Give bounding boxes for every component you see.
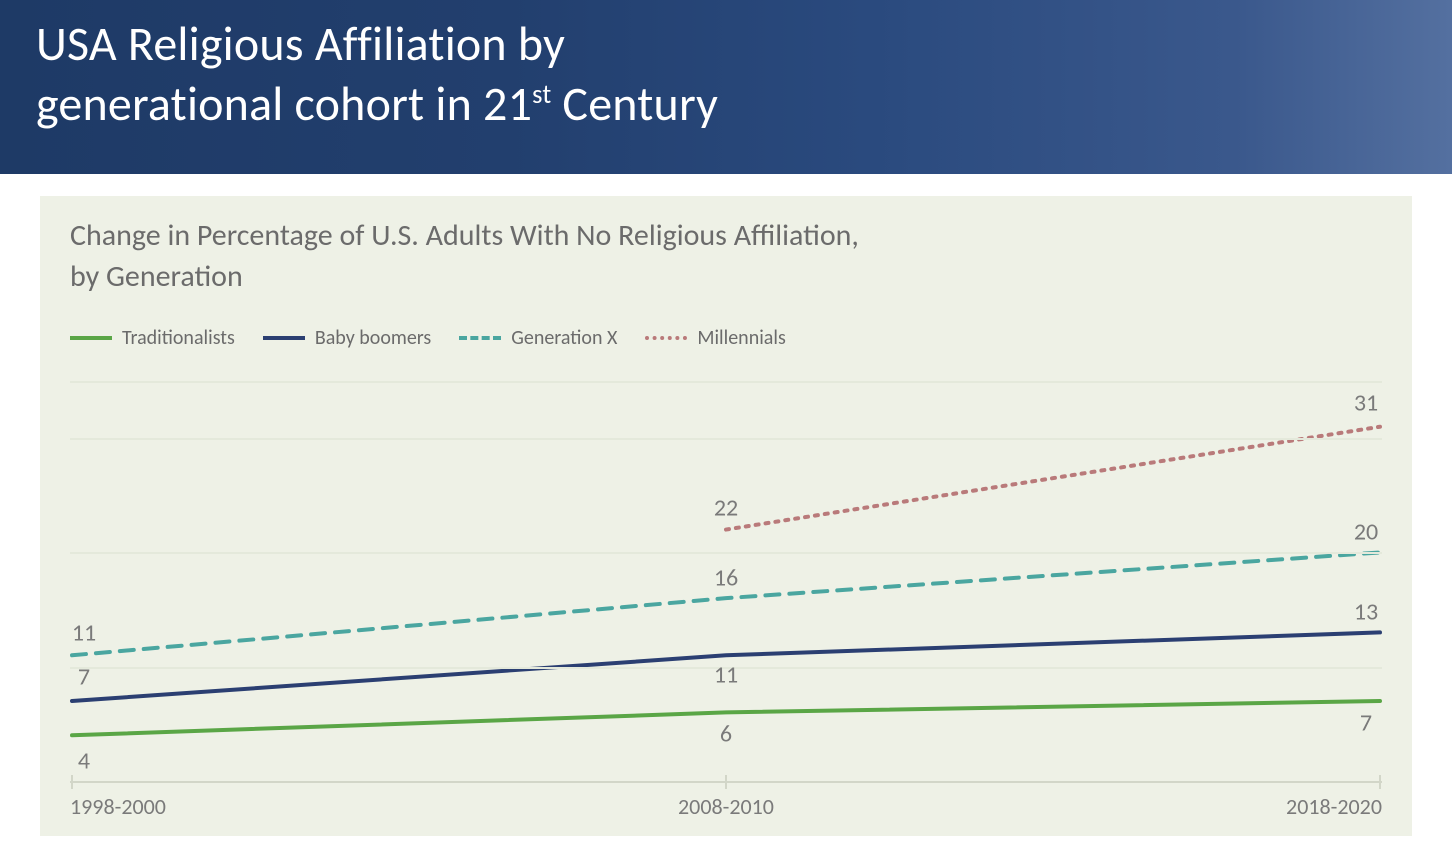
- data-label: 31: [1354, 388, 1378, 417]
- data-label: 22: [714, 493, 738, 522]
- chart-title-line: by Generation: [70, 257, 859, 298]
- legend-item: Millennials: [645, 326, 785, 350]
- x-axis-label: 2008-2010: [678, 793, 774, 857]
- data-label: 7: [78, 663, 90, 692]
- slide-title-line-1: USA Religious Affiliation by: [36, 14, 1452, 74]
- legend-swatch: [459, 336, 501, 340]
- chart-title: Change in Percentage of U.S. Adults With…: [70, 216, 859, 297]
- data-label: 13: [1354, 598, 1378, 627]
- x-axis-label: 1998-2000: [70, 793, 166, 857]
- legend-item: Traditionalists: [70, 326, 235, 350]
- x-axis-tick: [725, 775, 727, 789]
- legend-item: Generation X: [459, 326, 617, 350]
- data-label: 20: [1354, 518, 1378, 547]
- slide-title-bar: USA Religious Affiliation by generationa…: [0, 0, 1452, 174]
- data-label: 6: [720, 720, 732, 749]
- legend-swatch: [70, 336, 112, 340]
- legend-label: Traditionalists: [122, 326, 235, 350]
- data-label: 11: [714, 661, 738, 690]
- legend-item: Baby boomers: [263, 326, 431, 350]
- chart-area: Change in Percentage of U.S. Adults With…: [40, 196, 1412, 836]
- data-label: 16: [714, 564, 738, 593]
- slide-title-line-2: generational cohort in 21st Century: [36, 74, 1452, 134]
- slide: USA Religious Affiliation by generationa…: [0, 0, 1452, 859]
- legend-swatch: [263, 336, 305, 340]
- slide-title-ordinal-sup: st: [532, 79, 551, 111]
- legend-swatch: [645, 336, 687, 340]
- gridline: [70, 381, 1382, 383]
- legend-label: Generation X: [511, 326, 617, 350]
- data-label: 7: [1360, 709, 1372, 738]
- slide-title-line-2-pre: generational cohort in 21: [36, 74, 532, 133]
- x-axis-tick: [1379, 775, 1381, 789]
- x-axis-tick: [71, 775, 73, 789]
- data-label: 11: [72, 619, 96, 648]
- chart-title-line: Change in Percentage of U.S. Adults With…: [70, 216, 859, 257]
- legend-label: Baby boomers: [315, 326, 431, 350]
- slide-title-line-2-post: Century: [551, 74, 718, 133]
- data-label: 4: [78, 747, 90, 776]
- chart-plot: 1998-20002008-20102018-20204677111311162…: [70, 381, 1382, 821]
- gridline: [70, 552, 1382, 554]
- chart-legend: Traditionalists Baby boomers Generation X M…: [70, 326, 786, 350]
- x-axis-label: 2018-2020: [1286, 793, 1382, 857]
- series-line: [726, 427, 1380, 530]
- legend-label: Millennials: [697, 326, 785, 350]
- gridline: [70, 438, 1382, 440]
